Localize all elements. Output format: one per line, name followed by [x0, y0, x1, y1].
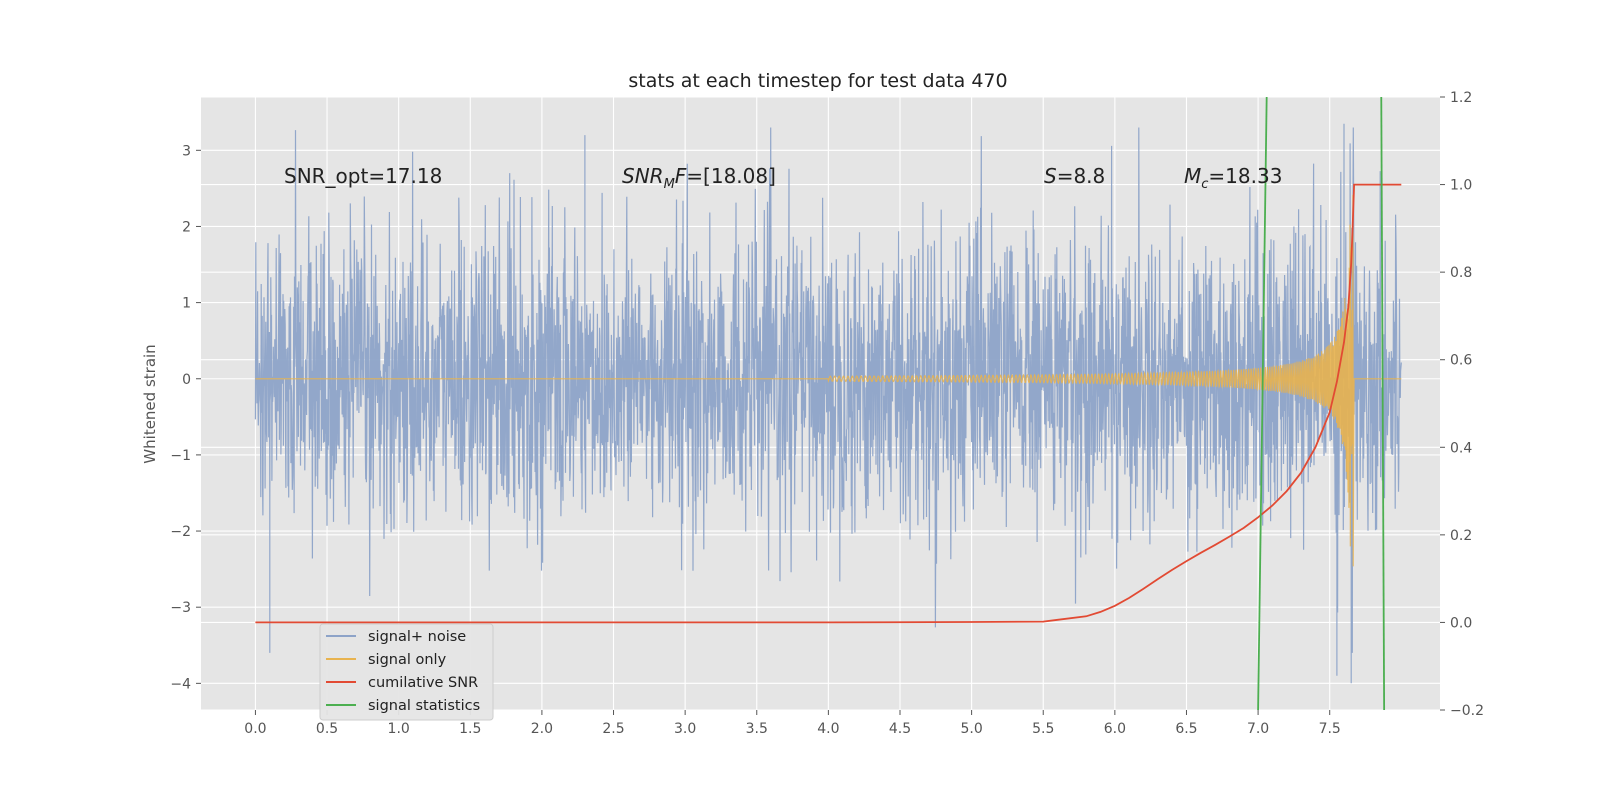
y2-tick-label: 0.8 [1450, 265, 1472, 281]
x-tick-label: 4.5 [889, 721, 911, 737]
x-tick-label: 2.5 [602, 721, 624, 737]
x-tick-label: 7.5 [1319, 721, 1341, 737]
annotation-snr-opt: SNR_opt=17.18 [284, 164, 442, 188]
x-tick-label: 1.5 [459, 721, 481, 737]
x-tick-label: 6.5 [1175, 721, 1197, 737]
chart-title: stats at each timestep for test data 470 [628, 70, 1007, 92]
y-tick-label: 2 [182, 219, 191, 235]
signal-statistics-line [1257, 96, 1268, 711]
x-tick-label: 3.5 [746, 721, 768, 737]
legend-label-signal-noise: signal+ noise [368, 629, 466, 645]
x-tick-label: 5.0 [960, 721, 982, 737]
annotation-mc: Mc=18.33 [1184, 164, 1282, 192]
cumulative-snr-series [255, 183, 1402, 624]
y-axis-left: −4 −3 −2 −1 0 1 2 3 [170, 143, 201, 692]
legend-label-cumulative-snr: cumilative SNR [368, 675, 478, 691]
y2-tick-label: −0.2 [1450, 703, 1484, 719]
signal-only-line [255, 194, 1402, 567]
y-tick-label: 0 [182, 372, 191, 388]
y2-tick-label: 0.6 [1450, 353, 1472, 369]
y2-tick-label: 1.0 [1450, 178, 1472, 194]
x-tick-label: 7.0 [1247, 721, 1269, 737]
y-tick-label: −2 [170, 524, 191, 540]
legend-box [319, 623, 494, 721]
x-tick-label: 5.5 [1032, 721, 1054, 737]
y-tick-label: −4 [170, 676, 191, 692]
x-tick-label: 3.0 [674, 721, 696, 737]
y-tick-label: 3 [182, 143, 191, 159]
signal-plus-noise-series [254, 123, 1402, 684]
x-tick-label: 4.0 [817, 721, 839, 737]
y2-tick-label: 0.2 [1450, 528, 1472, 544]
x-tick-label: 1.0 [388, 721, 410, 737]
cumulative-snr-line [255, 183, 1402, 624]
y2-tick-label: 0.4 [1450, 440, 1472, 456]
y-tick-label: 1 [182, 296, 191, 312]
x-tick-label: 6.0 [1104, 721, 1126, 737]
y2-tick-label: 1.2 [1450, 90, 1472, 106]
legend-label-signal-statistics: signal statistics [368, 698, 480, 714]
y-tick-label: −1 [170, 448, 191, 464]
legend: signal+ noise signal only cumilative SNR… [319, 623, 494, 721]
y-tick-label: −3 [170, 600, 191, 616]
signal-statistics-series [1257, 96, 1386, 711]
legend-label-signal-only: signal only [368, 652, 447, 668]
y2-tick-label: 0.0 [1450, 615, 1472, 631]
signal-only-series [255, 194, 1402, 567]
annotation-s: S=8.8 [1044, 164, 1105, 188]
y-axis-label: Whitened strain [141, 344, 159, 463]
y-axis-right: −0.2 0.0 0.2 0.4 0.6 0.8 1.0 1.2 [1440, 90, 1484, 719]
signal-plus-noise-line [254, 123, 1402, 684]
x-tick-label: 0.5 [316, 721, 338, 737]
x-tick-label: 2.0 [531, 721, 553, 737]
x-axis: 0.0 0.5 1.0 1.5 2.0 2.5 3.0 3.5 4.0 4.5 5.0 5.5 6.0 6… [244, 710, 1341, 737]
annotation-snr-mf: SNRMF=[18.08] [622, 164, 776, 192]
signal-statistics-line [1380, 96, 1386, 711]
x-tick-label: 0.0 [244, 721, 266, 737]
